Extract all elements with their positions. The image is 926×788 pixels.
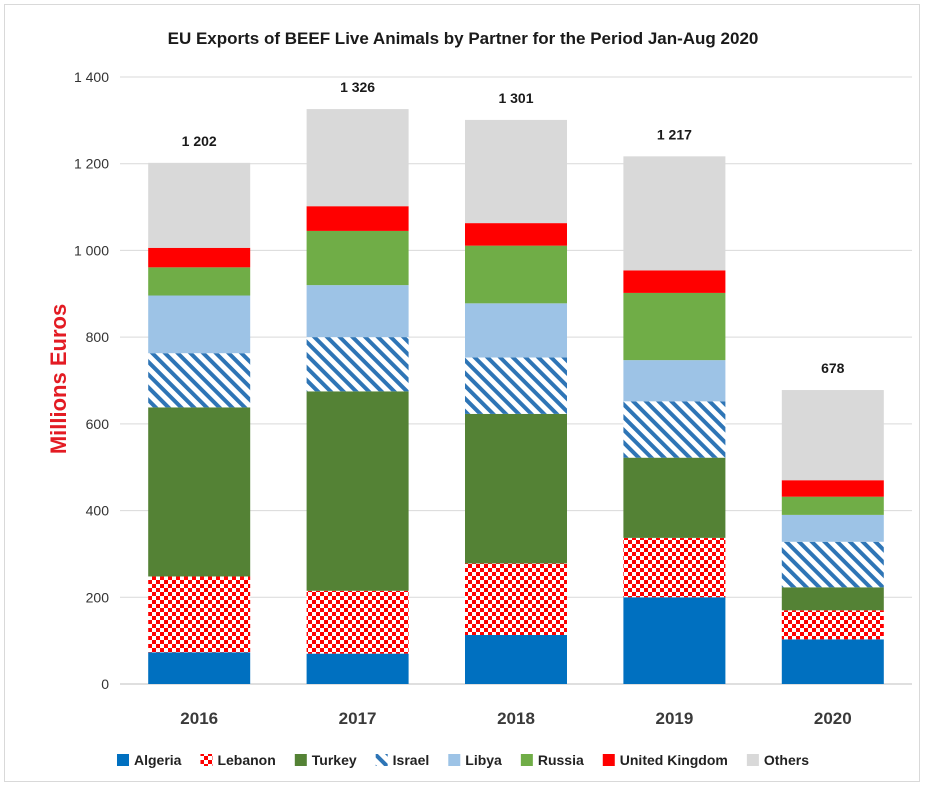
y-tick-label: 600 <box>86 416 110 432</box>
bar-segment-united-kingdom <box>148 247 251 268</box>
x-tick-label: 2016 <box>180 709 218 728</box>
bar-segment-israel <box>623 401 726 458</box>
bar-segment-others <box>148 162 251 248</box>
bar-segment-lebanon <box>623 537 726 598</box>
bars <box>148 109 884 684</box>
bar-segment-israel <box>465 357 567 414</box>
chart-title: EU Exports of BEEF Live Animals by Partn… <box>168 29 759 48</box>
bar-segment-united-kingdom <box>465 223 567 246</box>
y-axis-ticks: 0 200 400 600 800 1 000 1 200 1 400 <box>74 69 109 692</box>
bar-segment-russia <box>148 267 251 296</box>
bar-total-label: 678 <box>821 360 845 376</box>
bar-segment-algeria <box>623 597 726 684</box>
bar-segment-lebanon <box>148 576 251 653</box>
bar-total-label: 1 217 <box>657 126 692 142</box>
bar-segment-united-kingdom <box>306 206 409 231</box>
x-tick-label: 2018 <box>497 709 535 728</box>
legend-swatch <box>375 754 388 766</box>
legend-item-turkey: Turkey <box>294 752 357 768</box>
legend-item-lebanon: Lebanon <box>200 752 276 768</box>
bar-segment-lebanon <box>465 563 567 636</box>
legend-swatch <box>200 754 213 766</box>
legend-swatch <box>116 754 129 766</box>
y-axis-label: Millions Euros <box>46 304 71 454</box>
legend-item-others: Others <box>746 752 809 768</box>
bar-segment-russia <box>465 245 567 304</box>
bar-segment-russia <box>623 292 726 361</box>
legend-item-united-kingdom: United Kingdom <box>602 752 728 768</box>
legend-label: Turkey <box>312 752 357 768</box>
legend-item-libya: Libya <box>448 752 502 768</box>
bar-segment-libya <box>148 295 251 354</box>
bar-segment-libya <box>465 303 567 358</box>
legend-swatch <box>294 754 307 766</box>
x-tick-label: 2019 <box>655 709 693 728</box>
bar-segment-libya <box>623 360 726 402</box>
legend-label: Libya <box>465 752 502 768</box>
bar-segment-russia <box>306 230 409 286</box>
y-tick-label: 1 200 <box>74 156 109 172</box>
bar-total-labels: 1 202 1 326 1 301 1 217 678 <box>182 79 845 376</box>
legend-item-algeria: Algeria <box>116 752 182 768</box>
bar-segment-others <box>465 119 567 224</box>
bar-segment-turkey <box>465 413 567 564</box>
legend-item-israel: Israel <box>375 752 430 768</box>
legend-item-russia: Russia <box>520 752 584 768</box>
bar-segment-libya <box>781 514 884 542</box>
y-tick-label: 800 <box>86 329 110 345</box>
bar-total-label: 1 301 <box>498 90 533 106</box>
legend-label: United Kingdom <box>620 752 728 768</box>
bar-segment-turkey <box>623 457 726 538</box>
bar-segment-others <box>781 390 884 481</box>
bar-segment-united-kingdom <box>781 480 884 497</box>
legend-swatch <box>602 754 615 766</box>
chart-frame <box>4 4 920 782</box>
bar-total-label: 1 202 <box>182 133 217 149</box>
legend-swatch <box>448 754 461 766</box>
legend: Algeria Lebanon Turkey Israel Libya Russia Uni… <box>116 752 809 768</box>
bar-segment-algeria <box>148 652 251 684</box>
bar-segment-united-kingdom <box>623 270 726 293</box>
bar-segment-algeria <box>306 653 409 684</box>
bar-segment-turkey <box>148 407 251 577</box>
bar-segment-algeria <box>781 639 884 684</box>
y-tick-label: 1 400 <box>74 69 109 85</box>
y-tick-label: 0 <box>101 676 109 692</box>
legend-swatch <box>746 754 759 766</box>
bar-segment-israel <box>148 353 251 408</box>
bar-segment-lebanon <box>781 610 884 640</box>
legend-swatch <box>520 754 533 766</box>
y-tick-label: 400 <box>86 503 110 519</box>
legend-label: Lebanon <box>217 752 275 768</box>
legend-label: Russia <box>538 752 584 768</box>
y-tick-label: 1 000 <box>74 242 109 258</box>
bar-segment-others <box>623 156 726 271</box>
x-tick-label: 2017 <box>339 709 377 728</box>
bar-total-label: 1 326 <box>340 79 375 95</box>
bar-segment-libya <box>306 285 409 338</box>
bar-segment-others <box>306 109 409 207</box>
legend-label: Others <box>764 752 809 768</box>
legend-label: Algeria <box>134 752 182 768</box>
bar-segment-israel <box>781 541 884 588</box>
bar-segment-turkey <box>306 391 409 591</box>
bar-segment-lebanon <box>306 590 409 654</box>
bar-segment-israel <box>306 337 409 392</box>
x-axis-ticks: 2016 2017 2018 2019 2020 <box>180 709 851 728</box>
y-tick-label: 200 <box>86 589 110 605</box>
bar-segment-turkey <box>781 587 884 611</box>
bar-segment-algeria <box>465 635 567 684</box>
bar-segment-russia <box>781 496 884 515</box>
x-tick-label: 2020 <box>814 709 852 728</box>
legend-label: Israel <box>393 752 430 768</box>
